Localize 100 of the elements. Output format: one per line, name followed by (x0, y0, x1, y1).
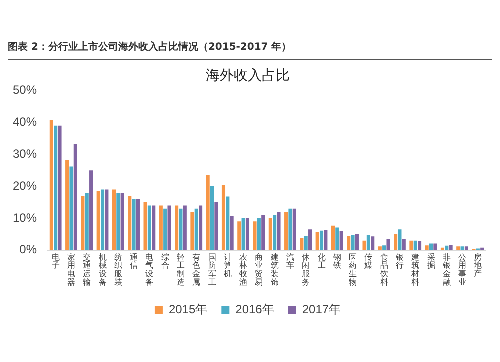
bar (308, 230, 312, 250)
bar (199, 206, 203, 250)
bar (288, 208, 292, 250)
y-tick-label: 40% (12, 115, 38, 130)
x-tick-label: 农林牧渔 (238, 252, 248, 288)
bar (410, 240, 414, 250)
y-tick-label: 10% (12, 210, 38, 225)
bar (168, 206, 172, 250)
bar (262, 215, 266, 250)
x-tick-label: 轻工制造 (176, 252, 185, 288)
x-tick-label: 公用事业 (458, 252, 467, 288)
bar (50, 120, 54, 250)
bar (460, 246, 464, 250)
x-tick-label: 建筑材料 (410, 252, 420, 288)
bar (100, 190, 105, 250)
bar (284, 212, 288, 250)
x-tick-label: 电气设备 (146, 252, 154, 288)
x-tick-label: 房地产 (473, 252, 482, 279)
x-tick-label: 综合 (161, 252, 170, 270)
x-tick-label: 钢铁 (332, 252, 342, 270)
bar (128, 196, 132, 250)
bar (58, 126, 62, 250)
y-tick-label: 30% (12, 146, 38, 161)
bar (238, 222, 242, 250)
bar (394, 234, 398, 250)
bar (152, 206, 156, 250)
bar (206, 175, 210, 250)
bar (316, 232, 320, 250)
bar (371, 236, 375, 250)
bar (434, 244, 438, 250)
x-tick-label: 汽车 (286, 252, 294, 270)
bar (242, 218, 246, 250)
bar (136, 199, 140, 250)
x-tick-label: 纺织服装 (114, 252, 122, 288)
bar (347, 236, 351, 250)
bar (320, 230, 324, 250)
bar (331, 226, 335, 250)
bar (120, 192, 124, 250)
bar (85, 192, 89, 250)
bar (214, 202, 218, 250)
x-tick-label: 国防军工 (208, 252, 216, 288)
bar (398, 230, 402, 250)
x-tick-label: 交通运输 (83, 252, 92, 288)
bar (148, 206, 152, 250)
y-tick-label: 50% (12, 83, 38, 98)
x-tick-label: 采掘 (427, 252, 436, 270)
chart-subtitle: 海外收入占比 (206, 68, 290, 84)
bar (355, 234, 359, 250)
x-tick-label: 计算机 (224, 252, 232, 279)
bar (210, 186, 214, 250)
bar (81, 196, 85, 250)
bar (292, 208, 296, 250)
x-tick-label: 商业贸易 (255, 252, 264, 288)
bar (246, 218, 250, 250)
x-tick-label: 电子 (52, 252, 60, 270)
bar (464, 246, 468, 250)
x-tick-label: 化工 (318, 252, 326, 270)
bar (132, 199, 136, 250)
bar (351, 235, 355, 250)
x-tick-label: 医药生物 (349, 252, 358, 288)
y-tick-label: 0% (20, 242, 38, 257)
bar (96, 191, 100, 250)
bar (324, 230, 328, 250)
x-tick-label: 通信 (130, 252, 138, 270)
bar (386, 239, 390, 250)
bar (366, 235, 370, 250)
legend-label: 2017年 (302, 302, 342, 316)
bar (429, 244, 434, 250)
bar (414, 240, 418, 250)
bar (70, 166, 74, 250)
bar (418, 241, 422, 250)
bar (194, 208, 198, 250)
legend-label: 2016年 (236, 302, 274, 316)
bar (66, 160, 70, 250)
bar (164, 208, 168, 250)
legend-label: 2015年 (168, 302, 208, 316)
bar (378, 246, 382, 250)
bar (300, 238, 304, 250)
bar (74, 144, 78, 250)
bar (402, 239, 406, 250)
x-tick-label: 家用电器 (67, 252, 76, 288)
bar (340, 231, 344, 250)
bar (112, 190, 116, 250)
bar (257, 218, 261, 250)
bar (54, 126, 58, 250)
bar (456, 246, 460, 250)
x-tick-label: 有色金属 (192, 252, 201, 288)
x-tick-label: 休闲服务 (302, 252, 310, 288)
bar (105, 190, 109, 250)
x-tick-label: 传媒 (364, 252, 373, 270)
x-tick-label: 建筑装饰 (270, 252, 279, 288)
bar (159, 206, 163, 250)
bar (304, 236, 308, 250)
bar (190, 212, 194, 250)
bar (183, 206, 187, 250)
bar (277, 212, 281, 250)
bar (336, 228, 340, 250)
bar (362, 240, 366, 250)
x-tick-label: 非银金融 (442, 252, 451, 288)
chart-title: 图表 2：分行业上市公司海外收入占比情况（2015-2017 年） (8, 40, 492, 60)
